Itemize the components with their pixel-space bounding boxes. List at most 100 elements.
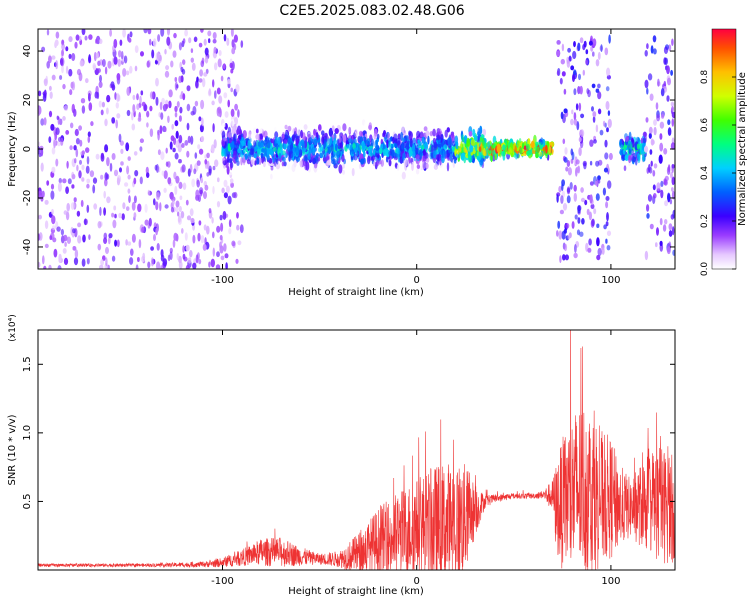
heatmap-cell xyxy=(127,156,131,162)
heatmap-cell xyxy=(89,170,95,178)
heatmap-cell xyxy=(559,77,563,85)
heatmap-cell xyxy=(671,176,675,186)
heatmap-cell xyxy=(161,97,165,105)
heatmap-cell xyxy=(667,77,671,86)
heatmap-cell xyxy=(222,210,227,220)
heatmap-cell xyxy=(71,173,76,180)
heatmap-cell xyxy=(295,138,299,146)
heatmap-cell xyxy=(116,113,121,119)
heatmap-cell xyxy=(577,205,582,212)
heatmap-cell xyxy=(72,228,76,234)
colorbar-label: Normalized spectral amplitude xyxy=(737,72,748,226)
heatmap-cell xyxy=(597,83,601,89)
heatmap-cell xyxy=(49,85,52,91)
heatmap-cell xyxy=(671,190,675,200)
heatmap-cell xyxy=(203,72,208,77)
heatmap-cell xyxy=(190,217,195,224)
heatmap-cell xyxy=(656,227,659,236)
heatmap-cell xyxy=(563,243,568,252)
heatmap-cell xyxy=(174,111,178,118)
heatmap-cell xyxy=(185,244,190,252)
heatmap-cell xyxy=(111,117,116,124)
heatmap-cell xyxy=(51,55,56,60)
heatmap-cell xyxy=(451,140,456,147)
heatmap-cell xyxy=(567,234,571,240)
heatmap-cell xyxy=(330,155,335,162)
heatmap-cell xyxy=(74,249,79,259)
heatmap-cell xyxy=(608,152,613,161)
heatmap-cell xyxy=(584,199,588,206)
heatmap-cell xyxy=(120,148,124,154)
heatmap-cell xyxy=(87,136,91,143)
heatmap-cell xyxy=(428,176,432,183)
heatmap-cell xyxy=(143,104,148,112)
heatmap-cell xyxy=(582,69,585,76)
heatmap-cell xyxy=(181,68,186,75)
heatmap-cell xyxy=(136,93,139,101)
heatmap-cell xyxy=(53,248,58,258)
heatmap-cell xyxy=(58,253,62,263)
heatmap-cell xyxy=(401,171,406,180)
heatmap-cell xyxy=(646,213,650,219)
heatmap-cell xyxy=(200,99,205,110)
heatmap-cell xyxy=(235,258,239,264)
heatmap-cell xyxy=(169,141,173,150)
heatmap-cell xyxy=(432,137,436,145)
heatmap-cell xyxy=(45,75,48,84)
heatmap-cell xyxy=(75,148,79,158)
heatmap-cell xyxy=(671,118,675,127)
heatmap-cell xyxy=(173,32,177,39)
heatmap-cell xyxy=(56,115,59,121)
heatmap-cell xyxy=(607,110,611,116)
heatmap-cell xyxy=(118,212,122,219)
heatmap-cell xyxy=(535,141,539,147)
heatmap-cell xyxy=(184,29,189,37)
heatmap-cell xyxy=(63,105,68,112)
heatmap-cell xyxy=(671,38,674,46)
heatmap-cell xyxy=(663,178,667,185)
heatmap-cell xyxy=(468,131,473,137)
heatmap-cell xyxy=(425,162,429,170)
heatmap-cell xyxy=(153,234,156,241)
heatmap-cell xyxy=(588,238,592,246)
heatmap-cell xyxy=(134,45,139,53)
heatmap-cell xyxy=(160,151,165,161)
heatmap-cell xyxy=(521,142,525,149)
heatmap-cell xyxy=(51,225,56,231)
heatmap-cell xyxy=(109,162,113,172)
snr-y-ticks: 0.5 1.0 1.5 xyxy=(22,356,675,509)
heatmap-cell xyxy=(88,92,91,102)
heatmap-cell xyxy=(247,140,251,150)
heatmap-cell xyxy=(217,106,222,114)
heatmap-cell xyxy=(240,40,244,48)
heatmap-cell xyxy=(184,232,188,241)
heatmap-cell xyxy=(605,238,608,244)
heatmap-cell xyxy=(663,46,669,54)
heatmap-cell xyxy=(146,172,150,179)
heatmap-cell xyxy=(197,144,201,150)
heatmap-cell xyxy=(592,51,595,57)
heatmap-cell xyxy=(66,160,69,169)
heatmap-cell xyxy=(536,146,540,155)
heatmap-cell xyxy=(538,151,543,157)
heatmap-cell xyxy=(225,185,230,194)
heatmap-cell xyxy=(548,146,552,154)
heatmap-cell xyxy=(105,246,109,255)
heatmap-cell xyxy=(93,203,98,210)
heatmap-cell xyxy=(224,147,228,157)
heatmap-cell xyxy=(577,86,581,95)
heatmap-cell xyxy=(391,149,395,157)
heatmap-cell xyxy=(174,120,179,127)
heatmap-cell xyxy=(191,178,196,188)
heatmap-cell xyxy=(164,204,169,209)
heatmap-cell xyxy=(223,92,228,99)
heatmap-cell xyxy=(221,187,225,194)
heatmap-cell xyxy=(86,258,90,265)
heatmap-cell xyxy=(192,234,196,244)
heatmap-cell xyxy=(383,136,387,142)
heatmap-cell xyxy=(315,153,319,158)
heatmap-cell xyxy=(208,261,211,268)
heatmap-cell xyxy=(388,151,392,156)
heatmap-cell xyxy=(595,124,599,133)
heatmap-cell xyxy=(218,50,222,56)
